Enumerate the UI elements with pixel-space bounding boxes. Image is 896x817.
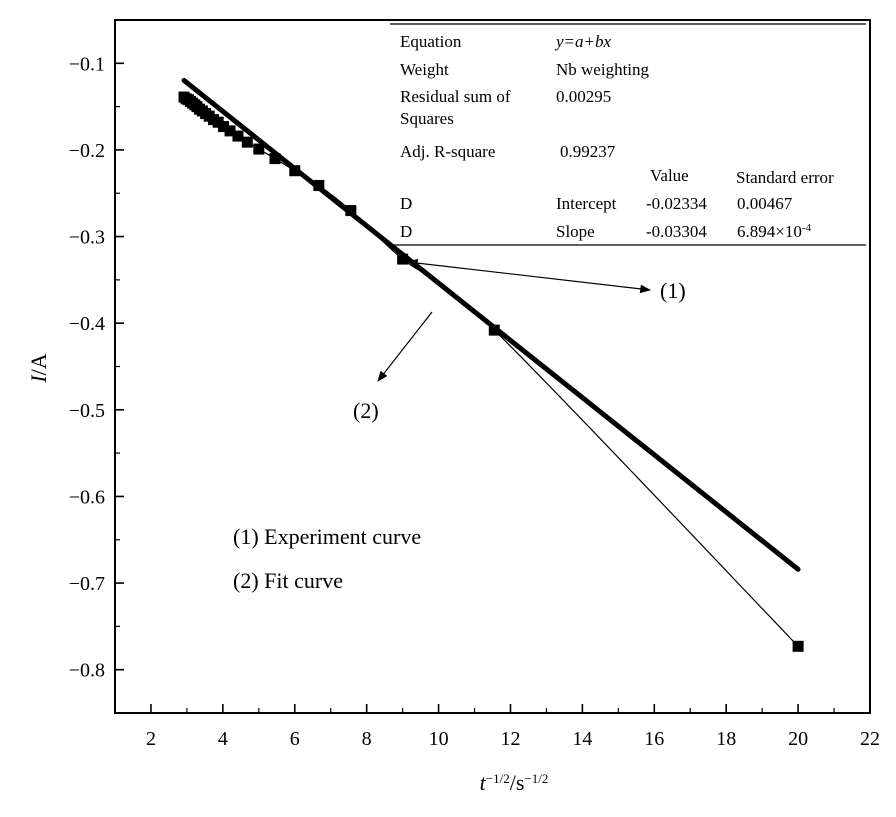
stats-row2-series: D [400,222,412,241]
experiment-point [232,130,244,142]
x-tick-label: 18 [716,728,736,750]
stats-col-stderr: Standard error [736,168,834,187]
x-tick-label: 4 [218,728,228,750]
x-tick-label: 16 [644,728,664,750]
stats-r2-label: Adj. R-square [400,142,495,161]
experiment-point [488,324,500,336]
y-tick-label: −0.1 [69,53,105,75]
x-tick-label: 12 [500,728,520,750]
experiment-point [345,205,357,217]
x-tick-label: 8 [362,728,372,750]
stats-table: Equation y=a+bx Weight Nb weighting Resi… [390,23,866,246]
x-tick-label: 22 [860,728,880,750]
experiment-point [269,153,281,165]
axis-tick-labels: 2 4 6 8 10 12 14 16 18 20 22 −0.1 −0.2 −0.3 −0.4 −0.5 −0… [69,53,880,750]
annotation-label-2: (2) [353,398,379,423]
stats-row2-stderr: 6.894×10-4 [737,222,812,241]
experiment-point [253,143,265,155]
y-tick-label: −0.5 [69,400,105,422]
stats-row2-param: Slope [556,222,595,241]
y-axis-title: I/A [26,353,51,383]
arrow-to-fit-curve [377,311,433,382]
stats-equation-label: Equation [400,32,462,51]
x-tick-label: 14 [572,728,592,750]
stats-equation-value: y=a+bx [554,32,611,51]
experiment-curve-line [183,96,799,647]
x-tick-label: 20 [788,728,808,750]
y-tick-label: −0.3 [69,227,105,249]
experiment-point [397,253,409,265]
x-axis-title: t−1/2/s−1/2 [480,770,549,795]
legend-fit-curve: (2) Fit curve [233,568,343,593]
axis-ticks [114,19,871,713]
experiment-markers [178,91,804,652]
experiment-point [792,640,804,652]
y-tick-label: −0.7 [69,573,105,595]
stats-rss-value: 0.00295 [556,87,611,106]
stats-row1-value: -0.02334 [646,194,707,213]
x-tick-label: 2 [146,728,156,750]
experiment-curve-series [183,96,799,647]
stats-rss-label-line2: Squares [400,109,454,128]
stats-weight-value: Nb weighting [556,60,650,79]
stats-weight-label: Weight [400,60,449,79]
experiment-point [241,136,253,148]
annotation-label-1: (1) [660,278,686,303]
stats-row1-stderr: 0.00467 [737,194,793,213]
y-tick-label: −0.8 [69,660,105,682]
stats-row2-value: -0.03304 [646,222,707,241]
experiment-point [218,121,230,133]
stats-row1-param: Intercept [556,194,617,213]
y-tick-label: −0.2 [69,140,105,162]
stats-rss-label-line1: Residual sum of [400,87,511,106]
experiment-point [289,165,301,177]
experiment-point [313,179,325,191]
stats-row1-series: D [400,194,412,213]
stats-col-value: Value [650,166,689,185]
stats-r2-value: 0.99237 [560,142,616,161]
y-tick-label: −0.4 [69,313,105,335]
legend-experiment-curve: (1) Experiment curve [233,524,421,549]
x-tick-label: 6 [290,728,300,750]
arrow-to-experiment-curve [406,258,652,294]
experiment-point [224,125,236,137]
x-tick-label: 10 [429,728,449,750]
y-tick-label: −0.6 [69,486,105,508]
